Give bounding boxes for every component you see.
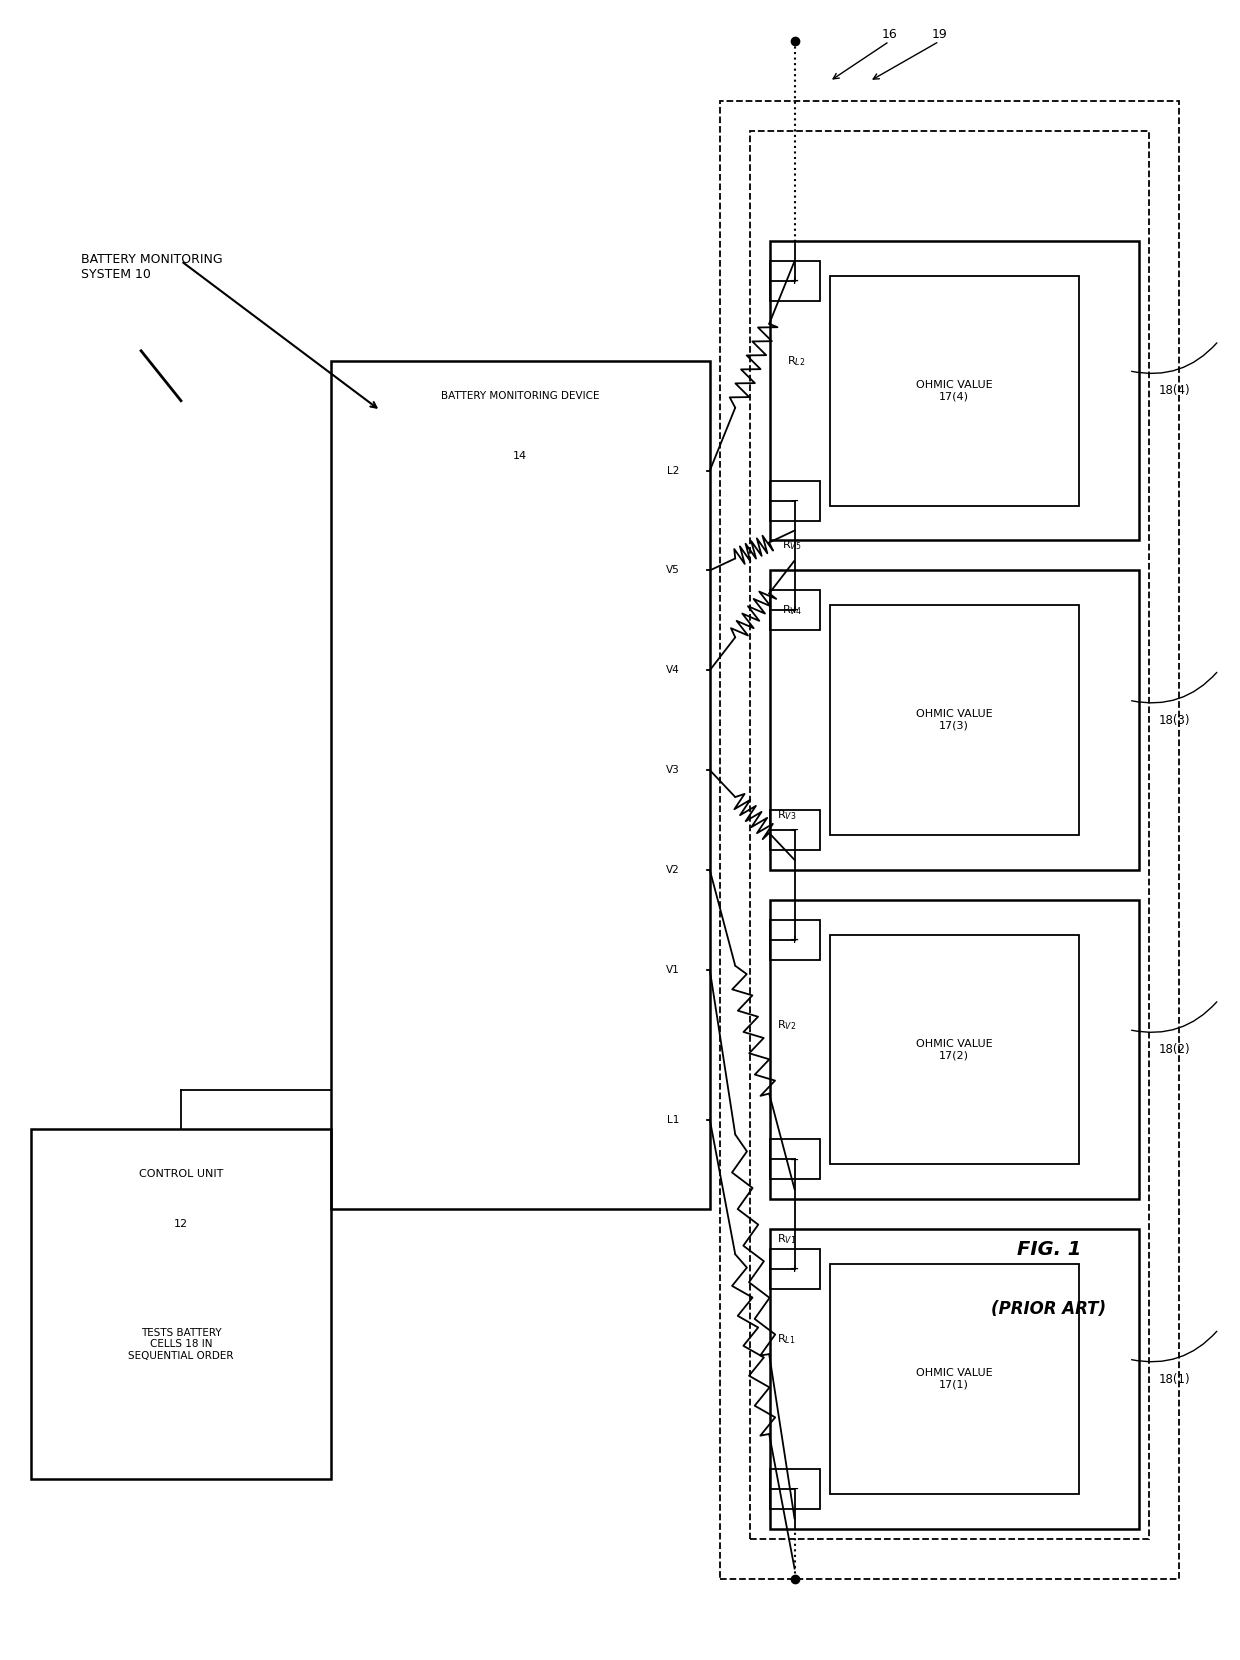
Text: BATTERY MONITORING DEVICE: BATTERY MONITORING DEVICE bbox=[441, 390, 599, 400]
Bar bbox=[830, 1265, 1079, 1494]
Bar bbox=[331, 360, 709, 1210]
Text: 18(2): 18(2) bbox=[1159, 1042, 1190, 1056]
Text: CONTROL UNIT: CONTROL UNIT bbox=[139, 1169, 223, 1180]
Text: OHMIC VALUE
17(4): OHMIC VALUE 17(4) bbox=[916, 380, 992, 402]
Text: 14: 14 bbox=[513, 450, 527, 460]
Text: OHMIC VALUE
17(2): OHMIC VALUE 17(2) bbox=[916, 1039, 992, 1061]
Bar bbox=[830, 606, 1079, 835]
Text: +: + bbox=[790, 606, 800, 616]
Text: R$_{V3}$: R$_{V3}$ bbox=[777, 808, 796, 822]
Bar bbox=[750, 131, 1148, 1539]
Bar bbox=[770, 571, 1138, 870]
Text: BATTERY MONITORING
SYSTEM 10: BATTERY MONITORING SYSTEM 10 bbox=[81, 252, 223, 281]
Text: 18(4): 18(4) bbox=[1159, 383, 1190, 397]
Bar bbox=[830, 276, 1079, 506]
Bar bbox=[770, 241, 1138, 541]
Text: V3: V3 bbox=[666, 765, 680, 775]
Text: V1: V1 bbox=[666, 964, 680, 974]
Text: 12: 12 bbox=[174, 1220, 188, 1230]
Bar bbox=[770, 591, 820, 631]
Bar bbox=[770, 261, 820, 300]
Text: R$_{V5}$: R$_{V5}$ bbox=[782, 538, 801, 553]
Text: −: − bbox=[790, 825, 800, 835]
Text: 18(1): 18(1) bbox=[1159, 1373, 1190, 1386]
Text: OHMIC VALUE
17(1): OHMIC VALUE 17(1) bbox=[916, 1368, 992, 1389]
Text: OHMIC VALUE
17(3): OHMIC VALUE 17(3) bbox=[916, 709, 992, 730]
Text: V5: V5 bbox=[666, 566, 680, 576]
Text: 16: 16 bbox=[882, 28, 898, 42]
Bar bbox=[770, 1250, 820, 1290]
Bar bbox=[770, 1469, 820, 1509]
Bar bbox=[770, 900, 1138, 1200]
Text: 18(3): 18(3) bbox=[1159, 714, 1190, 727]
Text: TESTS BATTERY
CELLS 18 IN
SEQUENTIAL ORDER: TESTS BATTERY CELLS 18 IN SEQUENTIAL ORD… bbox=[128, 1328, 233, 1361]
Bar bbox=[770, 920, 820, 959]
Text: V4: V4 bbox=[666, 666, 680, 676]
Text: L1: L1 bbox=[667, 1114, 680, 1124]
Bar bbox=[770, 1139, 820, 1179]
Text: V2: V2 bbox=[666, 865, 680, 875]
Text: R$_{V1}$: R$_{V1}$ bbox=[777, 1232, 796, 1247]
Bar bbox=[770, 810, 820, 850]
Text: −: − bbox=[790, 1154, 800, 1164]
Text: +: + bbox=[790, 276, 800, 286]
Text: −: − bbox=[790, 1484, 800, 1494]
Bar bbox=[770, 1230, 1138, 1529]
Text: (PRIOR ART): (PRIOR ART) bbox=[992, 1300, 1106, 1318]
Text: 19: 19 bbox=[931, 28, 947, 42]
Bar bbox=[719, 101, 1179, 1579]
Text: R$_{V4}$: R$_{V4}$ bbox=[782, 604, 802, 618]
Bar bbox=[830, 935, 1079, 1164]
Text: +: + bbox=[790, 935, 800, 945]
Bar bbox=[31, 1129, 331, 1479]
Text: +: + bbox=[790, 1265, 800, 1275]
Text: L2: L2 bbox=[667, 465, 680, 476]
Bar bbox=[770, 481, 820, 521]
Text: R$_{L2}$: R$_{L2}$ bbox=[787, 354, 806, 367]
Text: R$_{L1}$: R$_{L1}$ bbox=[777, 1333, 796, 1346]
Text: R$_{V2}$: R$_{V2}$ bbox=[777, 1018, 796, 1031]
Text: FIG. 1: FIG. 1 bbox=[1017, 1240, 1081, 1258]
Text: −: − bbox=[790, 496, 800, 506]
